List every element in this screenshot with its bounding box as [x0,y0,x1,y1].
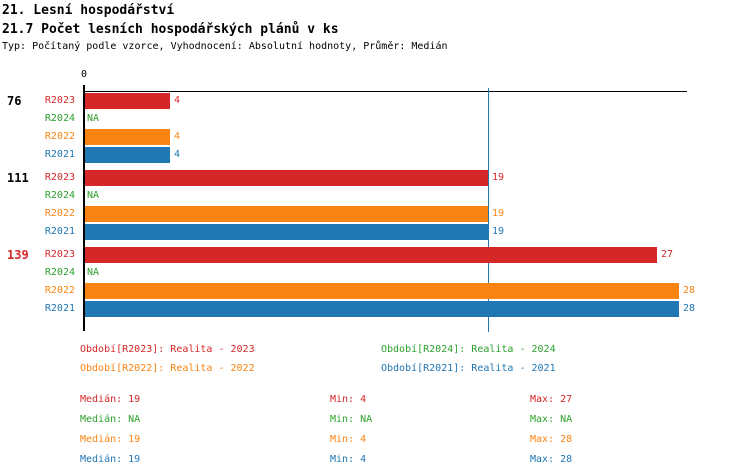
stat-max-r2024: Max: NA [530,414,573,425]
bar-value-label: 19 [492,172,505,183]
category-label: 111 [7,171,29,185]
bar-value-label: 19 [492,208,505,219]
stat-min-r2024: Min: NA [330,414,373,425]
category-label: 139 [7,248,29,262]
series-tick-label: R2022 [44,285,75,296]
stat-min-r2023: Min: 4 [330,394,367,405]
page-title: 21. Lesní hospodářství [2,3,175,18]
bar [85,170,488,186]
bar [85,129,170,145]
bar-value-label: 19 [492,226,505,237]
na-value-label: NA [87,267,100,278]
stat-median-r2021: Medián: 19 [80,454,141,465]
bar [85,224,488,240]
x-axis-line [83,91,687,92]
x-axis-zero-tick-label: 0 [80,69,88,80]
bar [85,247,657,263]
bar [85,93,170,109]
y-axis-line [83,85,85,331]
bar-value-label: 28 [683,285,696,296]
series-tick-label: R2021 [44,226,75,237]
bar [85,301,679,317]
stat-max-r2022: Max: 28 [530,434,573,445]
bar-value-label: 4 [174,149,181,160]
bar [85,283,679,299]
series-tick-label: R2024 [44,113,75,124]
bar [85,147,170,163]
na-value-label: NA [87,113,100,124]
series-tick-label: R2022 [44,208,75,219]
stat-min-r2022: Min: 4 [330,434,367,445]
legend-item-r2023: Období[R2023]: Realita - 2023 [80,344,255,355]
series-tick-label: R2023 [44,249,75,260]
series-tick-label: R2023 [44,172,75,183]
bar-value-label: 27 [661,249,674,260]
stat-min-r2021: Min: 4 [330,454,367,465]
legend-item-r2022: Období[R2022]: Realita - 2022 [80,363,255,374]
bar [85,206,488,222]
series-tick-label: R2021 [44,149,75,160]
median-reference-line [488,88,489,332]
series-tick-label: R2023 [44,95,75,106]
bar-value-label: 4 [174,95,181,106]
na-value-label: NA [87,190,100,201]
stat-max-r2023: Max: 27 [530,394,573,405]
bar-value-label: 28 [683,303,696,314]
stat-median-r2022: Medián: 19 [80,434,141,445]
series-tick-label: R2024 [44,190,75,201]
chart-title: 21.7 Počet lesních hospodářských plánů v… [2,22,339,37]
chart-subtitle: Typ: Počítaný podle vzorce, Vyhodnocení:… [2,41,448,52]
series-tick-label: R2024 [44,267,75,278]
bar-value-label: 4 [174,131,181,142]
legend-item-r2021: Období[R2021]: Realita - 2021 [381,363,556,374]
series-tick-label: R2022 [44,131,75,142]
category-label: 76 [7,94,22,108]
stat-median-r2024: Medián: NA [80,414,141,425]
stat-max-r2021: Max: 28 [530,454,573,465]
legend-item-r2024: Období[R2024]: Realita - 2024 [381,344,556,355]
series-tick-label: R2021 [44,303,75,314]
stat-median-r2023: Medián: 19 [80,394,141,405]
